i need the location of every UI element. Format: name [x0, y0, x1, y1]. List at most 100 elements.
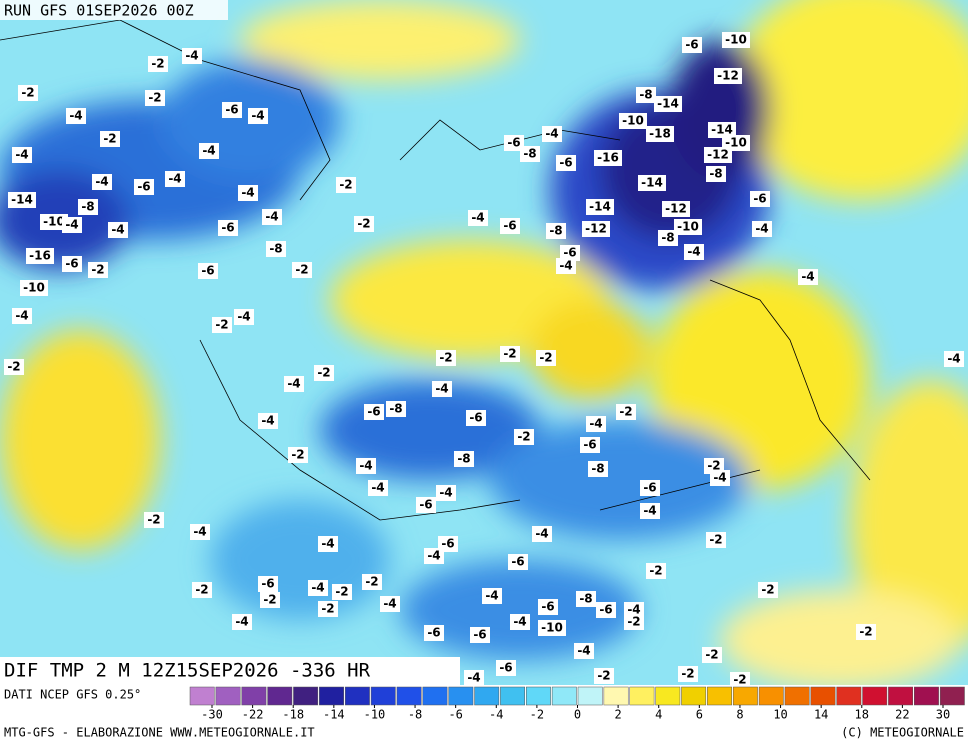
- contour-label: -4: [713, 471, 726, 485]
- header-box: [0, 0, 228, 20]
- contour-label: -16: [597, 151, 619, 165]
- contour-label: -2: [761, 583, 774, 597]
- contour-label: -12: [665, 202, 687, 216]
- label-box: [288, 447, 308, 463]
- label-box: [496, 660, 516, 676]
- contour-label: -4: [265, 210, 278, 224]
- colorbar-swatch: [732, 686, 758, 706]
- label-box: [332, 584, 352, 600]
- contour-label: -6: [559, 156, 572, 170]
- colorbar-tick-label: 8: [736, 708, 743, 722]
- contour-label: -2: [103, 132, 116, 146]
- colorbar-tick-label: 2: [614, 708, 621, 722]
- colorbar-tick-label: 4: [655, 708, 662, 722]
- contour-label: -4: [65, 218, 78, 232]
- contour-label: -4: [371, 481, 384, 495]
- label-box: [678, 666, 698, 682]
- contour-label: -10: [677, 220, 699, 234]
- contour-label: -6: [685, 38, 698, 52]
- label-box: [190, 524, 210, 540]
- footer-left: MTG-GFS - ELABORAZIONE WWW.METEOGIORNALE…: [4, 726, 315, 740]
- colorbar-swatch: [267, 686, 293, 706]
- colorbar-swatch: [629, 686, 655, 706]
- contour-label: -4: [168, 172, 181, 186]
- contour-label: -2: [147, 513, 160, 527]
- contour-label: -2: [7, 360, 20, 374]
- contour-label: -4: [185, 49, 198, 63]
- contour-label: -4: [947, 352, 960, 366]
- contour-label: -2: [649, 564, 662, 578]
- contour-label: -2: [707, 459, 720, 473]
- contour-label: -6: [599, 603, 612, 617]
- label-box: [704, 147, 732, 163]
- contour-label: -6: [643, 481, 656, 495]
- contour-label: -4: [467, 671, 480, 685]
- label-box: [454, 451, 474, 467]
- contour-label: -8: [639, 88, 652, 102]
- contour-label: -6: [367, 405, 380, 419]
- label-box: [318, 601, 338, 617]
- contour-label: -6: [201, 264, 214, 278]
- label-box: [706, 532, 726, 548]
- label-box: [574, 643, 594, 659]
- label-box: [636, 87, 656, 103]
- contour-label: -6: [221, 221, 234, 235]
- contour-label: -4: [535, 527, 548, 541]
- label-box: [470, 627, 490, 643]
- label-box: [232, 614, 252, 630]
- label-box: [662, 201, 690, 217]
- contour-label: -12: [585, 222, 607, 236]
- label-box: [134, 179, 154, 195]
- colorbar-swatch: [319, 686, 344, 706]
- label-box: [262, 209, 282, 225]
- label-box: [66, 108, 86, 124]
- contour-label: -4: [627, 603, 640, 617]
- colorbar-swatch: [603, 686, 629, 706]
- label-box: [308, 580, 328, 596]
- contour-label: -14: [589, 200, 611, 214]
- label-box: [624, 614, 644, 630]
- label-box: [542, 126, 562, 142]
- label-box: [556, 258, 576, 274]
- contour-label: -2: [681, 667, 694, 681]
- field-label: DIF TMP 2 M 12Z15SEP2026 -336 HR: [4, 660, 371, 682]
- contour-label: -2: [91, 263, 104, 277]
- colorbar-swatch: [862, 686, 888, 706]
- contour-label: -6: [583, 438, 596, 452]
- label-box: [520, 146, 540, 162]
- field-label-box: [0, 657, 460, 685]
- contour-label: -2: [503, 347, 516, 361]
- contour-label: -4: [427, 549, 440, 563]
- label-box: [62, 217, 82, 233]
- contour-label: -6: [541, 600, 554, 614]
- label-box: [432, 381, 452, 397]
- label-box: [730, 672, 750, 685]
- label-box: [40, 214, 68, 230]
- label-box: [856, 624, 876, 640]
- contour-label: -4: [559, 259, 572, 273]
- label-box: [222, 102, 242, 118]
- contour-label: -6: [261, 577, 274, 591]
- contour-label: -2: [295, 263, 308, 277]
- contour-label: -2: [357, 217, 370, 231]
- contour-label: -2: [627, 615, 640, 629]
- label-box: [944, 351, 964, 367]
- colorbar-tick-label: -10: [364, 708, 386, 722]
- label-box: [658, 230, 678, 246]
- label-box: [258, 576, 278, 592]
- label-box: [12, 147, 32, 163]
- label-box: [674, 219, 702, 235]
- contour-label: -4: [589, 417, 602, 431]
- colorbar-swatch: [396, 686, 422, 706]
- contour-label: -4: [69, 109, 82, 123]
- label-box: [364, 404, 384, 420]
- contour-label: -4: [193, 525, 206, 539]
- label-box: [596, 602, 616, 618]
- label-box: [362, 574, 382, 590]
- contour-label: -2: [365, 575, 378, 589]
- contour-label: -2: [317, 366, 330, 380]
- label-box: [248, 108, 268, 124]
- contour-label: -4: [311, 581, 324, 595]
- label-box: [722, 32, 750, 48]
- colorbar-tick-label: -30: [201, 708, 223, 722]
